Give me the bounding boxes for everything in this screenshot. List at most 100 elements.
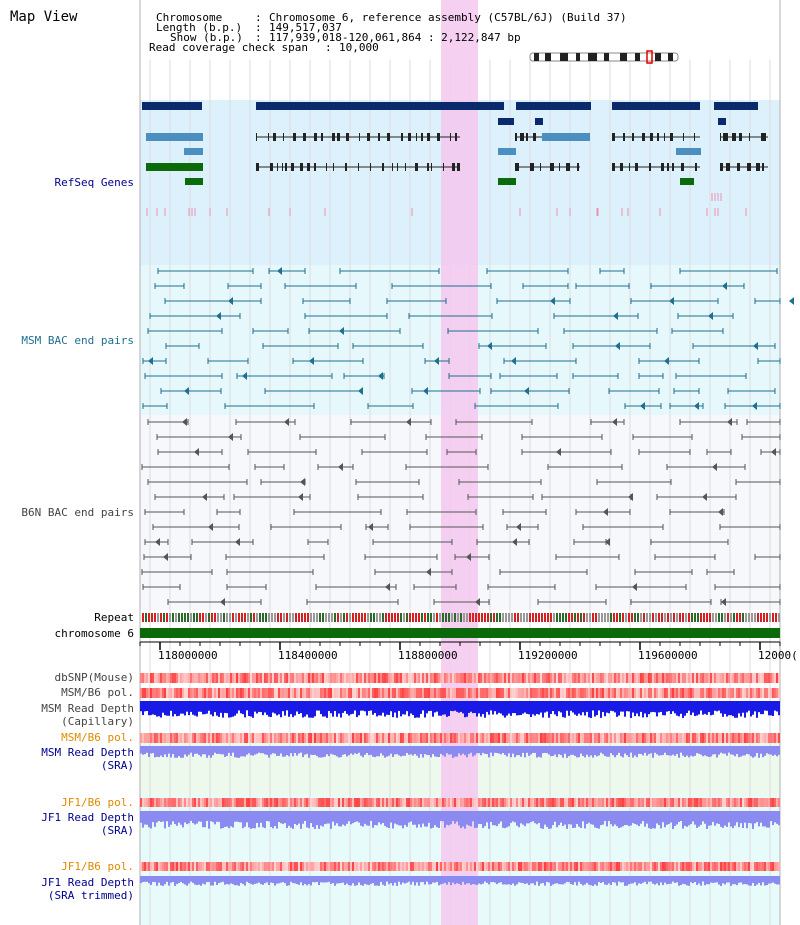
jf1-trimmed-depth-bin [670,876,672,884]
msm-capillary-depth-bin [744,701,746,718]
jf1-b6-pol-bin [512,798,514,807]
repeat-element [289,613,291,622]
msm-b6-pol-bin [182,733,184,743]
jf1-b6-pol-bin [586,862,588,871]
jf1-trimmed-depth-bin [536,876,538,882]
msm-b6-pol-bin [656,733,658,743]
jf1-sra-depth-bin [694,811,696,825]
msm-b6-pol-bin [336,688,338,698]
repeat-element [292,613,294,622]
msm-b6-pol-bin [572,688,574,698]
jf1-b6-pol-bin [300,798,302,807]
msm-b6-pol-bin [150,733,152,743]
msm-b6-pol-bin [438,733,440,743]
msm-capillary-depth-bin [450,701,452,711]
jf1-b6-pol-bin [396,862,398,871]
jf1-b6-pol-bin [668,798,670,807]
msm-sra-depth-bin [310,746,312,755]
msm-sra-depth-bin [424,746,426,755]
jf1-b6-pol-bin [336,862,338,871]
msm-sra-depth-bin [144,746,146,755]
msm-b6-pol-bin [224,688,226,698]
msm-capillary-depth-bin [270,701,272,717]
jf1-sra-depth-bin [660,811,662,829]
b6n-bac-pair-arrow [284,418,289,426]
msm-b6-pol-bin [496,688,498,698]
msm-sra-depth-bin [670,746,672,756]
jf1-b6-pol-bin [316,798,318,807]
jf1-b6-pol-bin [642,798,644,807]
repeat-element [592,613,594,622]
msm-b6-pol-bin [618,688,620,698]
b6n-bac-pair-arrow [612,418,617,426]
msm-sra-depth-bin [140,746,142,754]
jf1-sra-depth-bin [744,811,746,823]
repeat-element [382,613,384,622]
jf1-sra-depth-bin [168,811,170,827]
jf1-b6-pol-bin [766,862,768,871]
repeat-label: Repeat [94,611,134,624]
msm-b6-pol-bin [196,733,198,743]
msm-b6-pol-bin [754,688,756,698]
msm-bac-pair-arrow [148,357,153,365]
msm-bac-pair-arrow [550,297,555,305]
jf1-b6-pol-bin [364,798,366,807]
repeat-element [658,613,660,622]
ideogram-band [635,53,640,61]
msm-capillary-depth-bin [158,701,160,717]
jf1-b6-pol-bin [552,798,554,807]
jf1-b6-pol-bin [764,862,766,871]
refseq-gene-block [498,118,514,125]
dbsnp-density-bin [370,673,372,683]
jf1-sra-depth-bin [322,811,324,827]
repeat-element [478,613,480,622]
jf1-b6-pol-bin [692,798,694,807]
msm-sra-depth-bin [766,746,768,754]
jf1-b6-pol-bin [214,862,216,871]
msm-b6-pol-bin [464,688,466,698]
jf1-b6-pol-bin [344,862,346,871]
repeat-element [571,613,573,622]
msm-sra-depth-bin [700,746,702,755]
jf1-trimmed-depth-bin [388,876,390,885]
jf1-trimmed-depth-bin [330,876,332,884]
dbsnp-density-bin [598,673,600,683]
msm-b6-pol-bin [702,733,704,743]
jf1-trimmed-depth-bin [326,876,328,883]
jf1-sra-depth-bin [162,811,164,822]
refseq-gene-exon [277,163,278,171]
msm-sra-depth-bin [348,746,350,756]
jf1-sra-depth-bin [240,811,242,823]
jf1-trimmed-depth-bin [338,876,340,884]
jf1-b6-pol-bin [334,798,336,807]
repeat-element [769,613,771,622]
jf1-trimmed-depth-bin [686,876,688,886]
jf1-b6-pol-bin [360,862,362,871]
dbsnp-density-bin [380,673,382,683]
msm-b6-pol-bin [698,733,700,743]
msm-capillary-depth-bin [354,701,356,711]
msm-sra-depth-bin [604,746,606,756]
msm-capillary-depth-bin [534,701,536,716]
msm-capillary-depth-bin [728,701,730,716]
repeat-element [442,613,444,622]
msm-b6-pol-bin [234,688,236,698]
jf1-b6-pol-bin [588,798,590,807]
msm-sra-depth-bin [714,746,716,755]
msm-b6-pol-bin [376,733,378,743]
refseq-gene-exon [314,133,317,141]
dbsnp-density-bin [560,673,562,683]
jf1-b6-pol-bin [640,798,642,807]
msm-capillary-depth-bin [434,701,436,713]
msm-sra-depth-bin [500,746,502,755]
msm-b6-pol-bin [272,733,274,743]
jf1-trimmed-depth-bin [308,876,310,885]
refseq-gene-exon [268,133,269,141]
jf1-sra-depth-bin [304,811,306,822]
jf1-b6-pol-bin [296,862,298,871]
dbsnp-density-bin [718,673,720,683]
msm-b6-pol-bin [404,688,406,698]
b6n-bac-pair-arrow [208,523,213,531]
msm-capillary-depth-bin [598,701,600,711]
